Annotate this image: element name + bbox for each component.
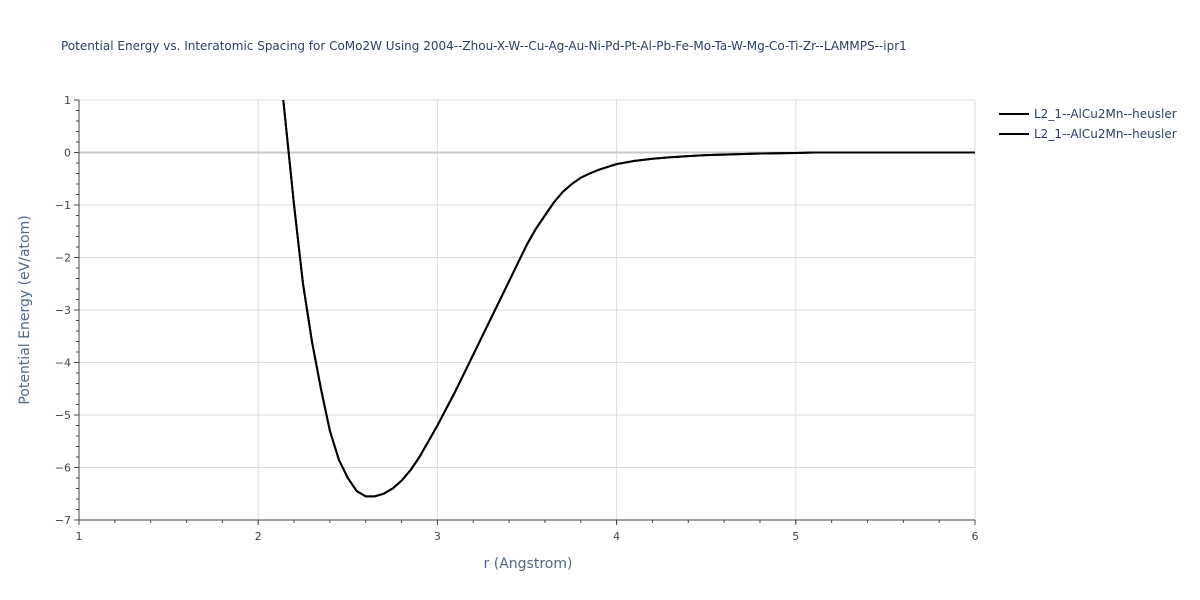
legend-label: L2_1--AlCu2Mn--heusler [1034,107,1177,121]
x-tick-label: 3 [434,530,441,543]
plot-area [282,100,975,498]
y-tick-label: 0 [64,147,71,160]
legend-item-1[interactable]: L2_1--AlCu2Mn--heusler [999,107,1177,121]
y-tick-label: −7 [55,514,71,527]
x-axis-title: r (Angstrom) [484,556,573,572]
series-line-2 [282,100,975,498]
y-tick-label: −2 [55,252,71,265]
legend-label: L2_1--AlCu2Mn--heusler [1034,127,1177,141]
y-axis-title: Potential Energy (eV/atom) [17,215,33,404]
grid [79,99,976,520]
legend[interactable]: L2_1--AlCu2Mn--heusler L2_1--AlCu2Mn--heu… [999,107,1177,141]
y-tick-label: −1 [55,199,71,212]
y-tick-label: −6 [55,462,71,475]
legend-item-2[interactable]: L2_1--AlCu2Mn--heusler [999,127,1177,141]
y-tick-label: −5 [55,409,71,422]
y-tick-label: −3 [55,304,71,317]
y-tick-label: −4 [55,357,71,370]
x-tick-label: 1 [76,530,83,543]
series-line-1 [282,100,975,498]
axes: 1 2 3 4 5 6 1 0 −1 −2 −3 −4 −5 −6 −7 [55,94,979,543]
chart-title: Potential Energy vs. Interatomic Spacing… [61,39,907,53]
x-tick-label: 6 [972,530,979,543]
x-tick-label: 5 [792,530,799,543]
y-tick-label: 1 [64,94,71,107]
x-tick-label: 2 [255,530,262,543]
x-tick-label: 4 [613,530,620,543]
